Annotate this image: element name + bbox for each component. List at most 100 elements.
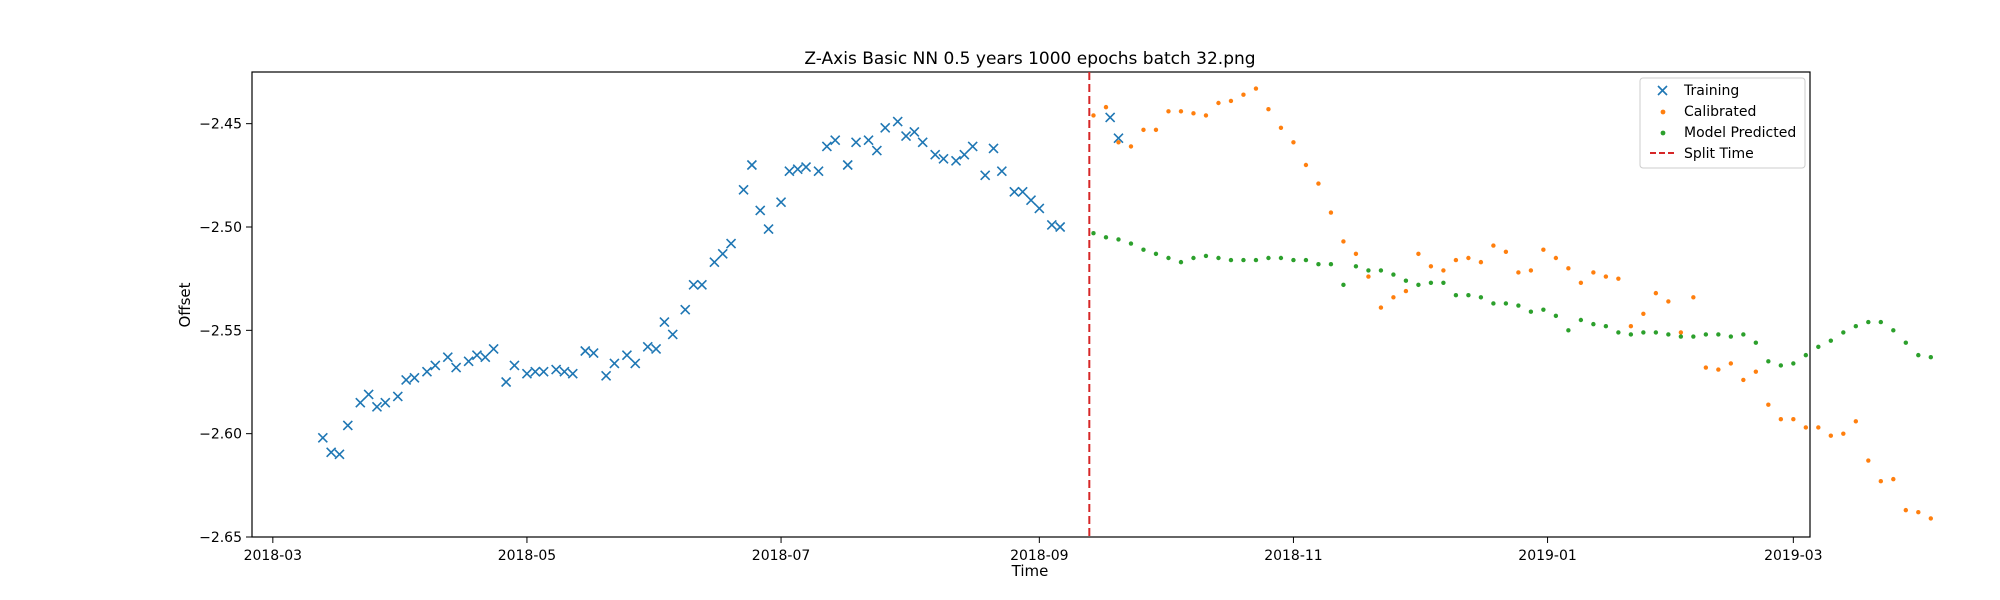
- model-predicted-point: [1903, 340, 1909, 345]
- training-point: [821, 141, 832, 152]
- calibrated-point: [1666, 299, 1671, 304]
- training-point: [871, 145, 882, 156]
- x-axis-ticks: 2018-03 2018-05 2018-07 2018-09 2018-11 2019-…: [244, 537, 1823, 564]
- calibrated-point: [1153, 127, 1159, 133]
- training-point: [421, 366, 433, 377]
- model-predicted-point: [1541, 307, 1546, 312]
- calibrated-point: [1416, 251, 1421, 257]
- training-point: [988, 143, 999, 154]
- training-point: [317, 432, 328, 443]
- calibrated-point: [1428, 264, 1434, 269]
- calibrated-point: [1091, 113, 1096, 118]
- y-tick-label: −2.55: [199, 323, 242, 339]
- model-predicted-point: [1403, 278, 1409, 283]
- training-point: [551, 364, 562, 375]
- training-point: [630, 358, 641, 369]
- model-predicted-point: [1241, 257, 1246, 263]
- model-predicted-point: [1253, 257, 1259, 263]
- training-point: [609, 358, 620, 369]
- training-point: [488, 343, 499, 354]
- training-point: [842, 159, 853, 171]
- training-point: [409, 372, 420, 383]
- training-point: [401, 374, 412, 385]
- training-point: [588, 348, 599, 359]
- calibrated-point: [1166, 109, 1171, 114]
- calibrated-point: [1291, 140, 1296, 145]
- model-predicted-point: [1378, 268, 1384, 273]
- y-axis-ticks: −2.45 −2.50 −2.55 −2.60 −2.65: [199, 117, 252, 546]
- training-point: [775, 197, 787, 208]
- model-predicted-point: [1766, 359, 1771, 364]
- model-predicted-point: [1453, 293, 1459, 298]
- legend: Training Calibrated Model Predicted Spli…: [1639, 77, 1806, 169]
- model-predicted-point: [1266, 255, 1271, 261]
- legend-box: [1639, 77, 1806, 169]
- calibrated-point: [1803, 425, 1809, 430]
- training-point: [567, 368, 578, 379]
- model-predicted-point: [1166, 255, 1171, 261]
- plot-area: 2018-03 2018-05 2018-07 2018-09 2018-11 2019-…: [199, 71, 1934, 564]
- calibrated-point: [1841, 431, 1846, 436]
- training-point: [334, 449, 345, 460]
- plot-frame: [251, 71, 1811, 538]
- x-tick-label: 2018-05: [498, 548, 557, 564]
- training-point: [1105, 112, 1116, 123]
- training-point: [709, 257, 720, 268]
- x-tick-label: 2018-07: [752, 548, 811, 564]
- model-predicted-point: [1128, 241, 1134, 246]
- model-predicted-point: [1653, 330, 1659, 335]
- legend-item-split-time: Split Time: [1650, 146, 1754, 162]
- model-predicted-point: [1303, 257, 1309, 263]
- model-predicted-point: [1191, 255, 1196, 261]
- training-point: [792, 164, 803, 175]
- training-point: [342, 420, 353, 431]
- calibrated-point: [1753, 369, 1759, 374]
- training-point: [1046, 219, 1057, 230]
- calibrated-point: [1703, 365, 1709, 370]
- calibrated-point: [1278, 125, 1284, 130]
- series-layer: [317, 86, 1934, 521]
- training-point: [501, 376, 512, 388]
- model-predicted-point: [1203, 253, 1209, 259]
- calibrated-point: [1453, 257, 1459, 263]
- model-predicted-point: [1178, 259, 1184, 265]
- calibrated-point: [1878, 479, 1884, 484]
- model-predicted-point: [1228, 257, 1234, 263]
- training-point: [1034, 203, 1045, 214]
- model-predicted-point: [1678, 334, 1684, 339]
- y-tick-label: −2.50: [199, 220, 242, 236]
- training-point: [651, 343, 662, 354]
- calibrated-point: [1516, 270, 1521, 275]
- y-axis-label: Offset: [176, 282, 194, 327]
- model-predicted-point: [1791, 361, 1796, 366]
- legend-marker-training: [1657, 85, 1668, 96]
- calibrated-point: [1503, 249, 1509, 254]
- calibrated-point: [1441, 268, 1446, 273]
- model-predicted-point: [1328, 262, 1334, 267]
- training-point: [521, 368, 533, 379]
- training-point: [800, 162, 812, 173]
- training-point: [738, 184, 749, 195]
- model-predicted-point: [1316, 262, 1321, 267]
- training-point: [451, 362, 462, 373]
- model-predicted-point: [1591, 321, 1596, 327]
- training-point: [355, 397, 366, 408]
- training-point: [938, 153, 949, 164]
- calibrated-point: [1391, 295, 1396, 300]
- calibrated-point: [1678, 330, 1684, 335]
- x-tick-label: 2018-11: [1264, 548, 1323, 564]
- model-predicted-point: [1628, 332, 1634, 337]
- training-point: [863, 135, 874, 146]
- series-calibrated: [1091, 86, 1934, 521]
- model-predicted-point: [1491, 301, 1496, 306]
- calibrated-point: [1853, 419, 1859, 424]
- model-predicted-point: [1728, 334, 1734, 339]
- training-point: [463, 356, 474, 367]
- training-point: [784, 166, 795, 177]
- training-point: [696, 279, 707, 290]
- model-predicted-point: [1466, 293, 1471, 298]
- model-predicted-point: [1916, 352, 1921, 358]
- model-predicted-point: [1441, 280, 1446, 285]
- model-predicted-point: [1753, 340, 1759, 345]
- model-predicted-point: [1816, 344, 1821, 350]
